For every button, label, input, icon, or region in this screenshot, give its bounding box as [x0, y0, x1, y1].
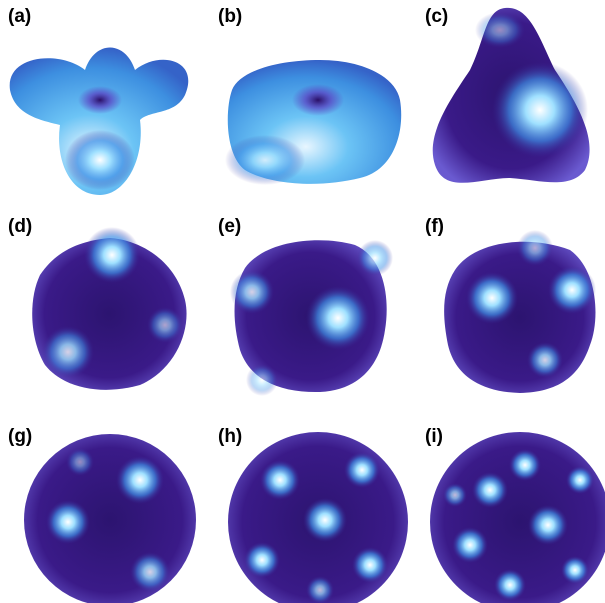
shape-c	[432, 7, 590, 183]
shape-a	[9, 47, 189, 195]
panel-label: (g)	[8, 426, 32, 447]
shape-h	[228, 432, 408, 603]
panel-label: (i)	[425, 426, 443, 447]
panel-label: (f)	[425, 216, 444, 237]
shape-d	[32, 227, 187, 390]
shape-e	[230, 240, 393, 396]
panel-label: (c)	[425, 6, 448, 27]
panel-label: (a)	[8, 6, 31, 27]
panel-label: (h)	[218, 426, 242, 447]
shape-b	[225, 60, 402, 185]
panel-label: (b)	[218, 6, 242, 27]
shape-g	[24, 434, 196, 603]
panel-label: (e)	[218, 216, 241, 237]
shape-i	[430, 432, 605, 603]
panel-label: (d)	[8, 216, 32, 237]
shape-f	[444, 230, 596, 393]
